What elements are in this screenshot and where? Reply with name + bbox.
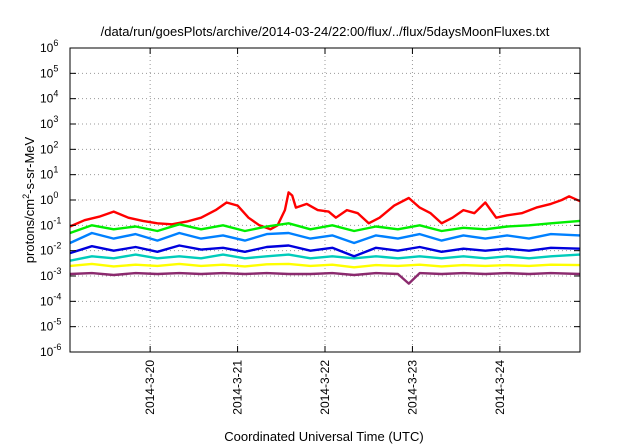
y-tick-label: 10-1 <box>40 215 61 232</box>
x-axis: 2014-3-20 2014-3-21 2014-3-22 2014-3-23 2014… <box>143 48 507 415</box>
grid-lines <box>70 48 580 352</box>
y-tick-label: 10-6 <box>40 342 61 359</box>
y-tick-label: 10-4 <box>40 291 61 308</box>
y-tick-label: 10-2 <box>40 241 61 258</box>
series-line-5 <box>69 244 581 258</box>
chart-title: /data/run/goesPlots/archive/2014-03-24/2… <box>101 24 550 39</box>
x-tick-label: 2014-3-20 <box>143 360 157 415</box>
y-tick-label: 101 <box>40 165 58 182</box>
series-group <box>69 191 581 285</box>
x-axis-label: Coordinated Universal Time (UTC) <box>224 429 423 444</box>
y-tick-label: 102 <box>40 139 58 156</box>
series-line-3 <box>69 253 581 262</box>
y-tick-label: 105 <box>40 63 58 80</box>
y-tick-label: 106 <box>40 38 58 55</box>
y-tick-label: 103 <box>40 114 58 131</box>
series-line-4 <box>69 231 581 245</box>
y-tick-label: 10-3 <box>40 266 61 283</box>
y-axis-label: protons/cm2-s-sr-MeV <box>21 136 37 263</box>
series-line-7 <box>69 271 581 285</box>
y-axis: 10-6 10-5 10-4 10-3 10-2 10-1 100 101 102 103 104 1… <box>40 38 580 359</box>
x-tick-label: 2014-3-22 <box>318 360 332 415</box>
x-tick-label: 2014-3-23 <box>405 360 419 415</box>
y-tick-label: 10-5 <box>40 317 61 334</box>
series-line-2 <box>69 219 581 235</box>
y-tick-label: 100 <box>40 190 58 207</box>
y-tick-label: 104 <box>40 89 58 106</box>
x-tick-label: 2014-3-24 <box>493 360 507 415</box>
series-line-6 <box>69 262 581 269</box>
x-tick-label: 2014-3-21 <box>231 360 245 415</box>
series-line-1 <box>69 191 581 231</box>
